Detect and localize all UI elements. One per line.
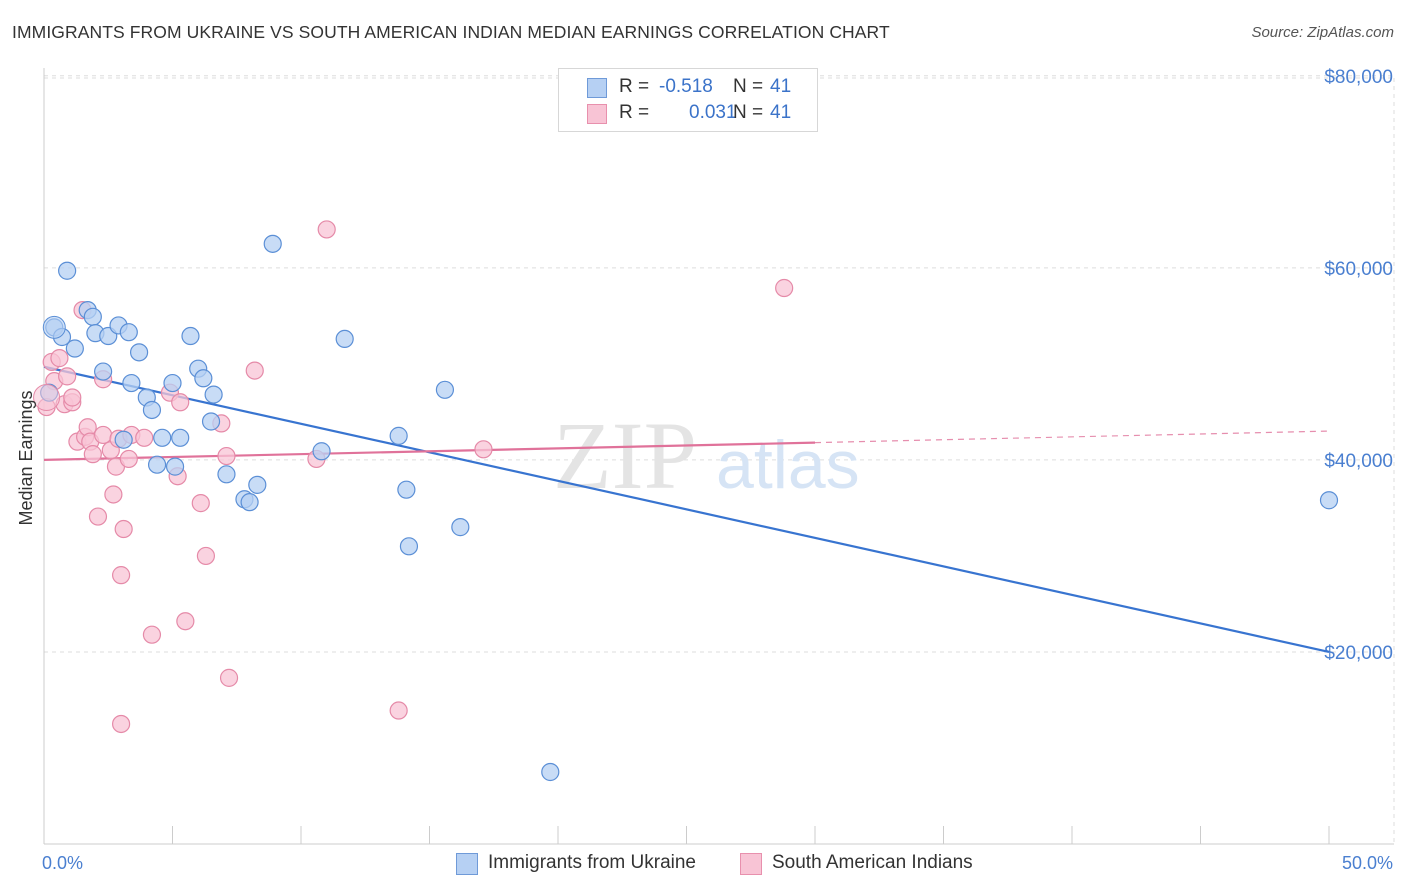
ukraine-point	[201, 412, 221, 431]
legend-n-value: 41	[770, 102, 792, 123]
ukraine-point	[58, 261, 77, 280]
ukraine-point	[397, 480, 416, 499]
ukraine-point	[435, 380, 455, 399]
ukraine-point	[65, 339, 84, 358]
ukraine-point	[1319, 491, 1339, 510]
legend-n-label: N =	[733, 76, 764, 97]
ukraine-point	[119, 323, 138, 342]
south-american-indian-point	[135, 428, 154, 447]
ukraine-point	[153, 428, 172, 447]
south-american-indian-point	[389, 701, 408, 720]
south-american-indian-point	[94, 425, 113, 445]
stats-legend: R = -0.518 N = 41 R = 0.031 N = 41	[558, 68, 818, 132]
ukraine-point	[263, 234, 282, 253]
south-american-indian-trend-extension	[814, 430, 1330, 444]
legend-swatch-south-american-indians	[587, 104, 607, 124]
watermark-zip: ZIP	[553, 402, 697, 509]
y-axis-label: Median Earnings	[16, 390, 36, 525]
legend-r-label: R =	[619, 76, 650, 97]
south-american-indian-point	[219, 668, 239, 687]
ukraine-point	[181, 326, 200, 346]
south-american-indian-point	[119, 449, 138, 469]
ukraine-point	[389, 426, 408, 445]
series-legend-label: South American Indians	[772, 852, 973, 873]
south-american-indian-point	[217, 446, 236, 466]
ukraine-point	[171, 428, 190, 447]
legend-r-value: 0.031	[689, 102, 737, 123]
ukraine-point	[142, 400, 162, 420]
south-american-indian-point	[142, 625, 162, 644]
south-american-indian-point	[317, 220, 336, 239]
ukraine-point	[541, 762, 560, 782]
x-tick-label-end: 50.0%	[1342, 853, 1393, 873]
ukraine-point	[163, 373, 182, 393]
ukraine-point	[122, 373, 141, 393]
axes: $20,000 $40,000 $60,000 $80,000 0.0% 50.0%	[42, 67, 1394, 873]
ukraine-point	[248, 475, 267, 494]
y-tick-label: $80,000	[1324, 67, 1393, 88]
ukraine-trend-line	[43, 365, 1330, 654]
south-american-indian-point	[88, 507, 108, 526]
ukraine-point	[83, 307, 102, 326]
trend-lines	[43, 365, 1330, 654]
ukraine-point	[165, 457, 185, 476]
series-swatch-south-american-indians	[740, 853, 762, 875]
south-american-indian-point	[104, 485, 123, 504]
y-tick-label: $40,000	[1324, 451, 1393, 472]
legend-swatch-ukraine	[587, 78, 607, 98]
south-american-indian-point	[50, 349, 69, 368]
y-tick-label: $20,000	[1324, 643, 1393, 664]
ukraine-point	[451, 518, 470, 537]
ukraine-point	[94, 362, 113, 381]
ukraine-point	[147, 455, 167, 474]
south-american-indian-point	[111, 714, 131, 734]
legend-n-label: N =	[733, 102, 764, 123]
south-american-indian-point	[33, 383, 61, 411]
south-american-indian-point	[191, 494, 210, 513]
watermark-atlas: atlas	[716, 427, 860, 503]
ukraine-point	[114, 430, 133, 449]
south-american-indian-point	[171, 393, 190, 412]
south-american-indian-point	[176, 612, 195, 631]
south-american-indian-trend-line	[43, 441, 816, 461]
south-american-indian-point	[63, 388, 82, 407]
south-american-indian-point	[474, 440, 493, 459]
data-points	[33, 220, 1339, 782]
ukraine-point	[335, 329, 354, 349]
series-legend: Immigrants from Ukraine South American I…	[0, 851, 1406, 879]
south-american-indian-point	[114, 519, 133, 539]
watermark: ZIP atlas	[553, 402, 860, 509]
ukraine-point	[204, 385, 223, 404]
south-american-indian-point	[111, 566, 131, 585]
ukraine-point	[42, 315, 66, 339]
chart-source: Source: ZipAtlas.com	[1251, 24, 1394, 41]
legend-r-label: R =	[619, 102, 650, 123]
south-american-indian-point	[775, 278, 794, 298]
south-american-indian-point	[58, 367, 77, 386]
chart-title: IMMIGRANTS FROM UKRAINE VS SOUTH AMERICA…	[12, 22, 890, 42]
ukraine-point	[312, 442, 331, 461]
ukraine-point	[194, 369, 213, 388]
south-american-indian-point	[245, 361, 264, 380]
ukraine-point	[129, 343, 149, 362]
south-american-indian-point	[196, 546, 216, 566]
ukraine-point	[217, 465, 236, 484]
ukraine-point	[240, 493, 259, 512]
series-swatch-ukraine	[456, 853, 478, 875]
legend-n-value: 41	[770, 76, 792, 97]
y-tick-label: $60,000	[1324, 259, 1393, 280]
series-legend-label: Immigrants from Ukraine	[488, 852, 696, 873]
x-tick-label-start: 0.0%	[42, 853, 83, 873]
legend-r-value: -0.518	[659, 76, 713, 97]
south-american-indian-point	[83, 445, 102, 464]
ukraine-point	[399, 537, 419, 556]
